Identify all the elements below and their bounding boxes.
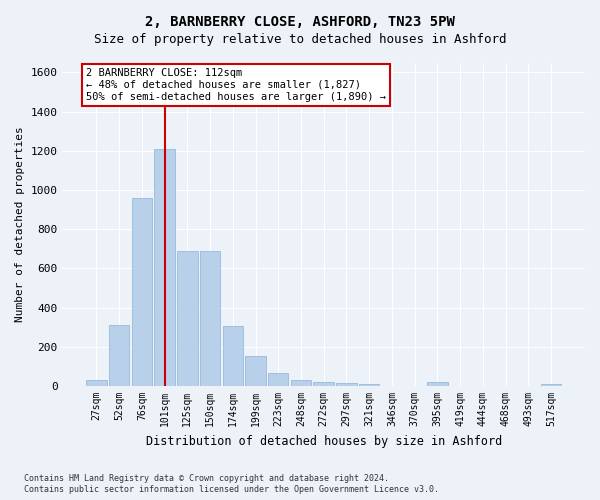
Text: Contains HM Land Registry data © Crown copyright and database right 2024.
Contai: Contains HM Land Registry data © Crown c… [24, 474, 439, 494]
Bar [86, 380, 107, 386]
Bar [427, 382, 448, 386]
Bar [313, 382, 334, 386]
Bar [223, 326, 243, 386]
Text: 2, BARNBERRY CLOSE, ASHFORD, TN23 5PW: 2, BARNBERRY CLOSE, ASHFORD, TN23 5PW [145, 15, 455, 29]
Bar [131, 198, 152, 386]
Bar [177, 251, 197, 386]
Y-axis label: Number of detached properties: Number of detached properties [15, 126, 25, 322]
Bar [359, 384, 379, 386]
Bar [291, 380, 311, 386]
Text: Size of property relative to detached houses in Ashford: Size of property relative to detached ho… [94, 32, 506, 46]
X-axis label: Distribution of detached houses by size in Ashford: Distribution of detached houses by size … [146, 434, 502, 448]
Bar [541, 384, 561, 386]
Text: 2 BARNBERRY CLOSE: 112sqm
← 48% of detached houses are smaller (1,827)
50% of se: 2 BARNBERRY CLOSE: 112sqm ← 48% of detac… [86, 68, 386, 102]
Bar [109, 326, 130, 386]
Bar [245, 356, 266, 386]
Bar [154, 149, 175, 386]
Bar [336, 383, 356, 386]
Bar [200, 251, 220, 386]
Bar [268, 374, 289, 386]
